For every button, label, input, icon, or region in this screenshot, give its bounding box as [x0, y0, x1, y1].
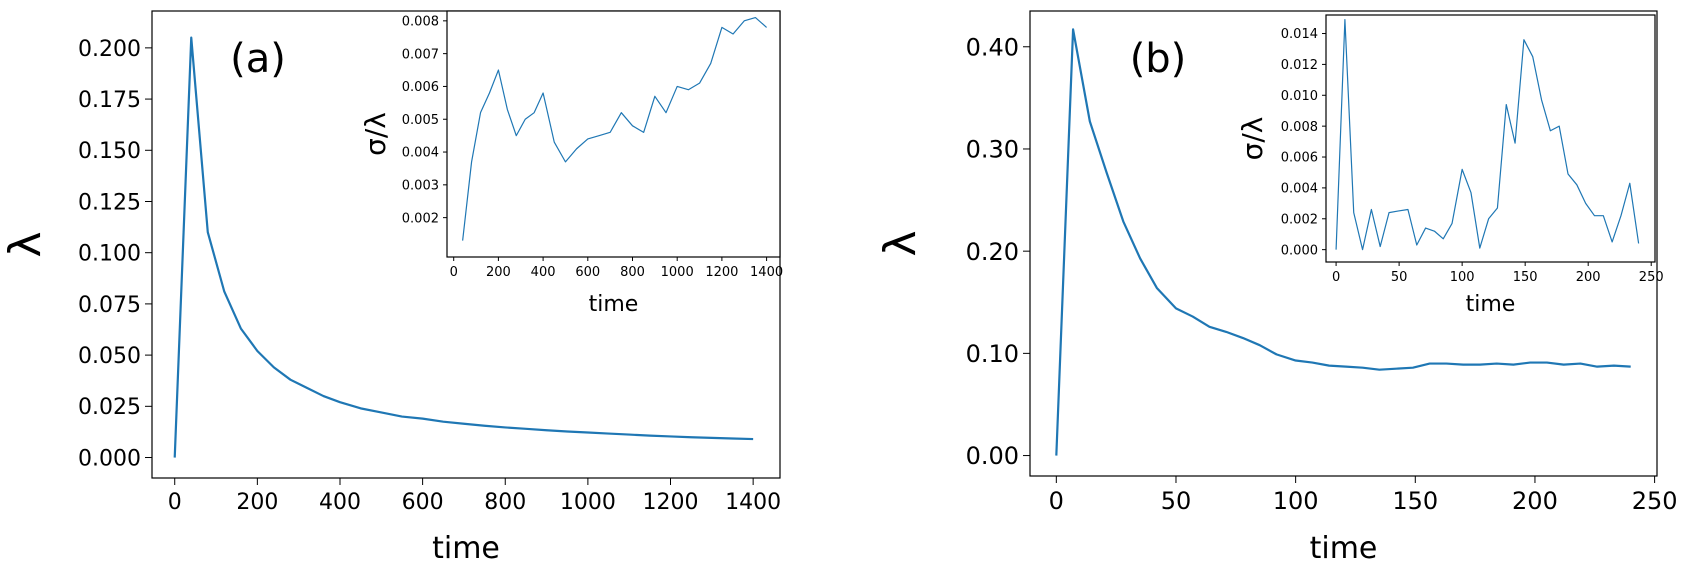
- panel-a-inset-y-tick-label: 0.003: [402, 179, 439, 194]
- panel-a-x-axis-label: time: [432, 531, 500, 566]
- panel-a-x-tick-label: 1400: [725, 490, 781, 515]
- panel-b-x-tick-label: 250: [1632, 487, 1678, 515]
- panel-b-inset-frame: [1325, 14, 1656, 263]
- panel-a-inset-y-tick-label: 0.008: [402, 15, 439, 30]
- panel-b-x-tick-label: 200: [1512, 487, 1558, 515]
- panel-b-inset-y-tick-label: 0.000: [1281, 243, 1318, 258]
- panel-b-inset-x-tick-label: 50: [1391, 270, 1408, 285]
- panel-a-inset-background: [447, 11, 780, 257]
- panel-b-inset-y-tick-label: 0.004: [1281, 182, 1318, 197]
- panel-a-inset-y-tick-label: 0.006: [402, 80, 439, 95]
- panel-a-y-tick-label: 0.000: [78, 446, 141, 471]
- panel-a-y-tick-label: 0.200: [78, 37, 141, 62]
- panel-a-x-tick-label: 0: [168, 490, 182, 515]
- panel-a-y-tick-label: 0.075: [78, 293, 141, 318]
- panel-a-inset-x-tick-label: 200: [486, 265, 511, 280]
- panel-b-inset: 0 50 100 150 200 250 0.000 0.002 0.004 0.006 0.008…: [1236, 14, 1664, 317]
- panel-a-y-tick-label: 0.100: [78, 242, 141, 267]
- panel-b-inset-x-tick-label: 100: [1450, 270, 1475, 285]
- panel-b-label: (b): [1130, 36, 1187, 82]
- panel-a-inset-x-tick-label: 1400: [750, 265, 783, 280]
- panel-a-y-tick-label: 0.025: [78, 395, 141, 420]
- panel-b-frame: [1029, 10, 1658, 477]
- panel-a-x-tick-label: 1000: [560, 490, 616, 515]
- panel-a-x-tick-label: 800: [484, 490, 526, 515]
- panel-a-x-tick-label: 400: [319, 490, 361, 515]
- panel-a-inset-x-tick-label: 800: [620, 265, 645, 280]
- panel-b-inset-background: [1326, 15, 1655, 262]
- panel-b-y-tick-label: 0.40: [966, 33, 1019, 61]
- panel-b-x-tick-label: 50: [1161, 487, 1192, 515]
- panel-a-inset-y-tick-label: 0.002: [402, 211, 439, 226]
- panel-a-label: (a): [230, 36, 286, 82]
- panel-b-inset-y-tick-label: 0.012: [1281, 58, 1318, 73]
- panel-b-inset-x-tick-label: 150: [1513, 270, 1538, 285]
- panel-b-inset-x-tick-label: 0: [1332, 270, 1340, 285]
- panel-a-inset-y-tick-label: 0.007: [402, 47, 439, 62]
- panel-b-inset-y-axis-label: σ/λ: [1236, 117, 1269, 161]
- panel-b-inset-y-tick-label: 0.014: [1281, 27, 1318, 42]
- panel-b-inset-y-tick-label: 0.002: [1281, 212, 1318, 227]
- panel-b-y-tick-label: 0.30: [966, 136, 1019, 164]
- panel-b-inset-x-axis-label: time: [1466, 292, 1516, 317]
- panel-b-inset-y-tick-label: 0.006: [1281, 151, 1318, 166]
- panel-a-inset-y-axis-label: σ/λ: [359, 112, 392, 156]
- panel-b-y-tick-label: 0.00: [966, 442, 1019, 470]
- panel-a-inset-y-tick-label: 0.004: [402, 146, 439, 161]
- panel-b-y-axis-label: λ: [875, 230, 926, 256]
- panel-a-y-tick-label: 0.175: [78, 88, 141, 113]
- panel-b-inset-x-tick-label: 200: [1576, 270, 1601, 285]
- panel-b-x-tick-label: 100: [1273, 487, 1319, 515]
- panel-a-inset-x-tick-label: 600: [575, 265, 600, 280]
- panel-b-inset-y-tick-label: 0.008: [1281, 120, 1318, 135]
- panel-b-y-tick-label: 0.10: [966, 340, 1019, 368]
- panel-a-x-tick-label: 600: [402, 490, 444, 515]
- panel-a-x-tick-label: 200: [236, 490, 278, 515]
- panel-b-x-tick-label: 0: [1049, 487, 1064, 515]
- panel-a-inset-x-tick-label: 1000: [661, 265, 694, 280]
- panel-b-x-axis-label: time: [1310, 531, 1378, 566]
- panel-b-inset-y-tick-label: 0.010: [1281, 89, 1318, 104]
- panel-a-inset-y-tick-label: 0.005: [402, 113, 439, 128]
- panel-a-inset-frame: [446, 10, 781, 258]
- panel-a-y-tick-label: 0.125: [78, 190, 141, 215]
- panel-a-inset-x-tick-label: 0: [450, 265, 458, 280]
- panel-b-inset-x-tick-label: 250: [1639, 270, 1664, 285]
- panel-a-inset-x-tick-label: 400: [531, 265, 556, 280]
- panel-a-inset-x-axis-label: time: [589, 292, 639, 317]
- panel-a-x-tick-label: 1200: [643, 490, 699, 515]
- panel-b-y-tick-label: 0.20: [966, 238, 1019, 266]
- panel-a-inset-series-line: [462, 16, 767, 241]
- panel-a-y-tick-label: 0.050: [78, 344, 141, 369]
- panel-b-x-tick-label: 150: [1392, 487, 1438, 515]
- panel-a-y-tick-label: 0.150: [78, 139, 141, 164]
- panel-a-inset-x-tick-label: 1200: [705, 265, 738, 280]
- panel-a-y-axis-label: λ: [0, 231, 51, 257]
- panel-a-inset: 0 200 400 600 800 1000 1200 1400 0.002 0.003 0.004…: [359, 10, 783, 317]
